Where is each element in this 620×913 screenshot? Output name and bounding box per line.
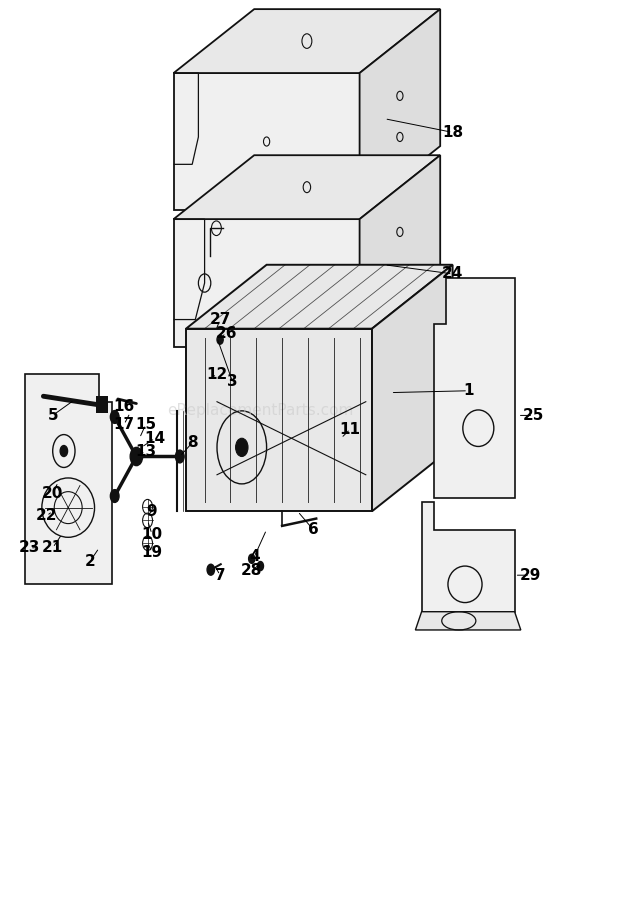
Polygon shape xyxy=(174,9,440,73)
Text: 20: 20 xyxy=(42,486,63,500)
Polygon shape xyxy=(415,612,521,630)
Polygon shape xyxy=(360,9,440,210)
Text: 17: 17 xyxy=(113,417,135,432)
Polygon shape xyxy=(174,219,360,347)
Text: 13: 13 xyxy=(135,445,156,459)
Circle shape xyxy=(175,450,184,463)
Text: 16: 16 xyxy=(113,399,135,414)
Text: 5: 5 xyxy=(47,408,58,423)
Circle shape xyxy=(217,335,223,344)
Circle shape xyxy=(207,564,215,575)
Circle shape xyxy=(110,489,119,502)
Text: 10: 10 xyxy=(141,527,162,541)
Text: 22: 22 xyxy=(36,509,57,523)
Text: 23: 23 xyxy=(19,540,40,555)
Text: 28: 28 xyxy=(241,563,262,578)
Text: 14: 14 xyxy=(144,431,166,446)
Circle shape xyxy=(60,446,68,456)
Text: 9: 9 xyxy=(146,504,157,519)
Text: 26: 26 xyxy=(216,326,237,341)
Polygon shape xyxy=(372,265,453,511)
Text: 24: 24 xyxy=(442,267,463,281)
Text: 27: 27 xyxy=(210,312,231,327)
Polygon shape xyxy=(25,374,112,584)
Polygon shape xyxy=(186,265,453,329)
Polygon shape xyxy=(174,155,440,219)
Bar xyxy=(96,396,108,413)
Polygon shape xyxy=(434,278,515,498)
Text: 2: 2 xyxy=(84,554,95,569)
Text: 8: 8 xyxy=(187,436,198,450)
Polygon shape xyxy=(186,329,372,511)
Circle shape xyxy=(236,438,248,456)
Text: eReplacementParts.com: eReplacementParts.com xyxy=(167,404,353,418)
Circle shape xyxy=(130,447,143,466)
Text: 29: 29 xyxy=(520,568,541,582)
Text: 19: 19 xyxy=(141,545,162,560)
Text: 11: 11 xyxy=(340,422,361,436)
Polygon shape xyxy=(174,73,360,210)
Text: 7: 7 xyxy=(215,568,226,582)
Polygon shape xyxy=(422,502,515,612)
Text: 3: 3 xyxy=(227,374,238,389)
Text: 18: 18 xyxy=(442,125,463,140)
Text: 25: 25 xyxy=(523,408,544,423)
Circle shape xyxy=(257,561,264,571)
Text: 21: 21 xyxy=(42,540,63,555)
Circle shape xyxy=(249,554,255,563)
Text: 12: 12 xyxy=(206,367,228,382)
Circle shape xyxy=(110,411,119,424)
Text: 4: 4 xyxy=(249,550,260,564)
Text: 6: 6 xyxy=(308,522,319,537)
Text: 15: 15 xyxy=(135,417,156,432)
Text: 1: 1 xyxy=(463,383,473,398)
Polygon shape xyxy=(360,155,440,347)
